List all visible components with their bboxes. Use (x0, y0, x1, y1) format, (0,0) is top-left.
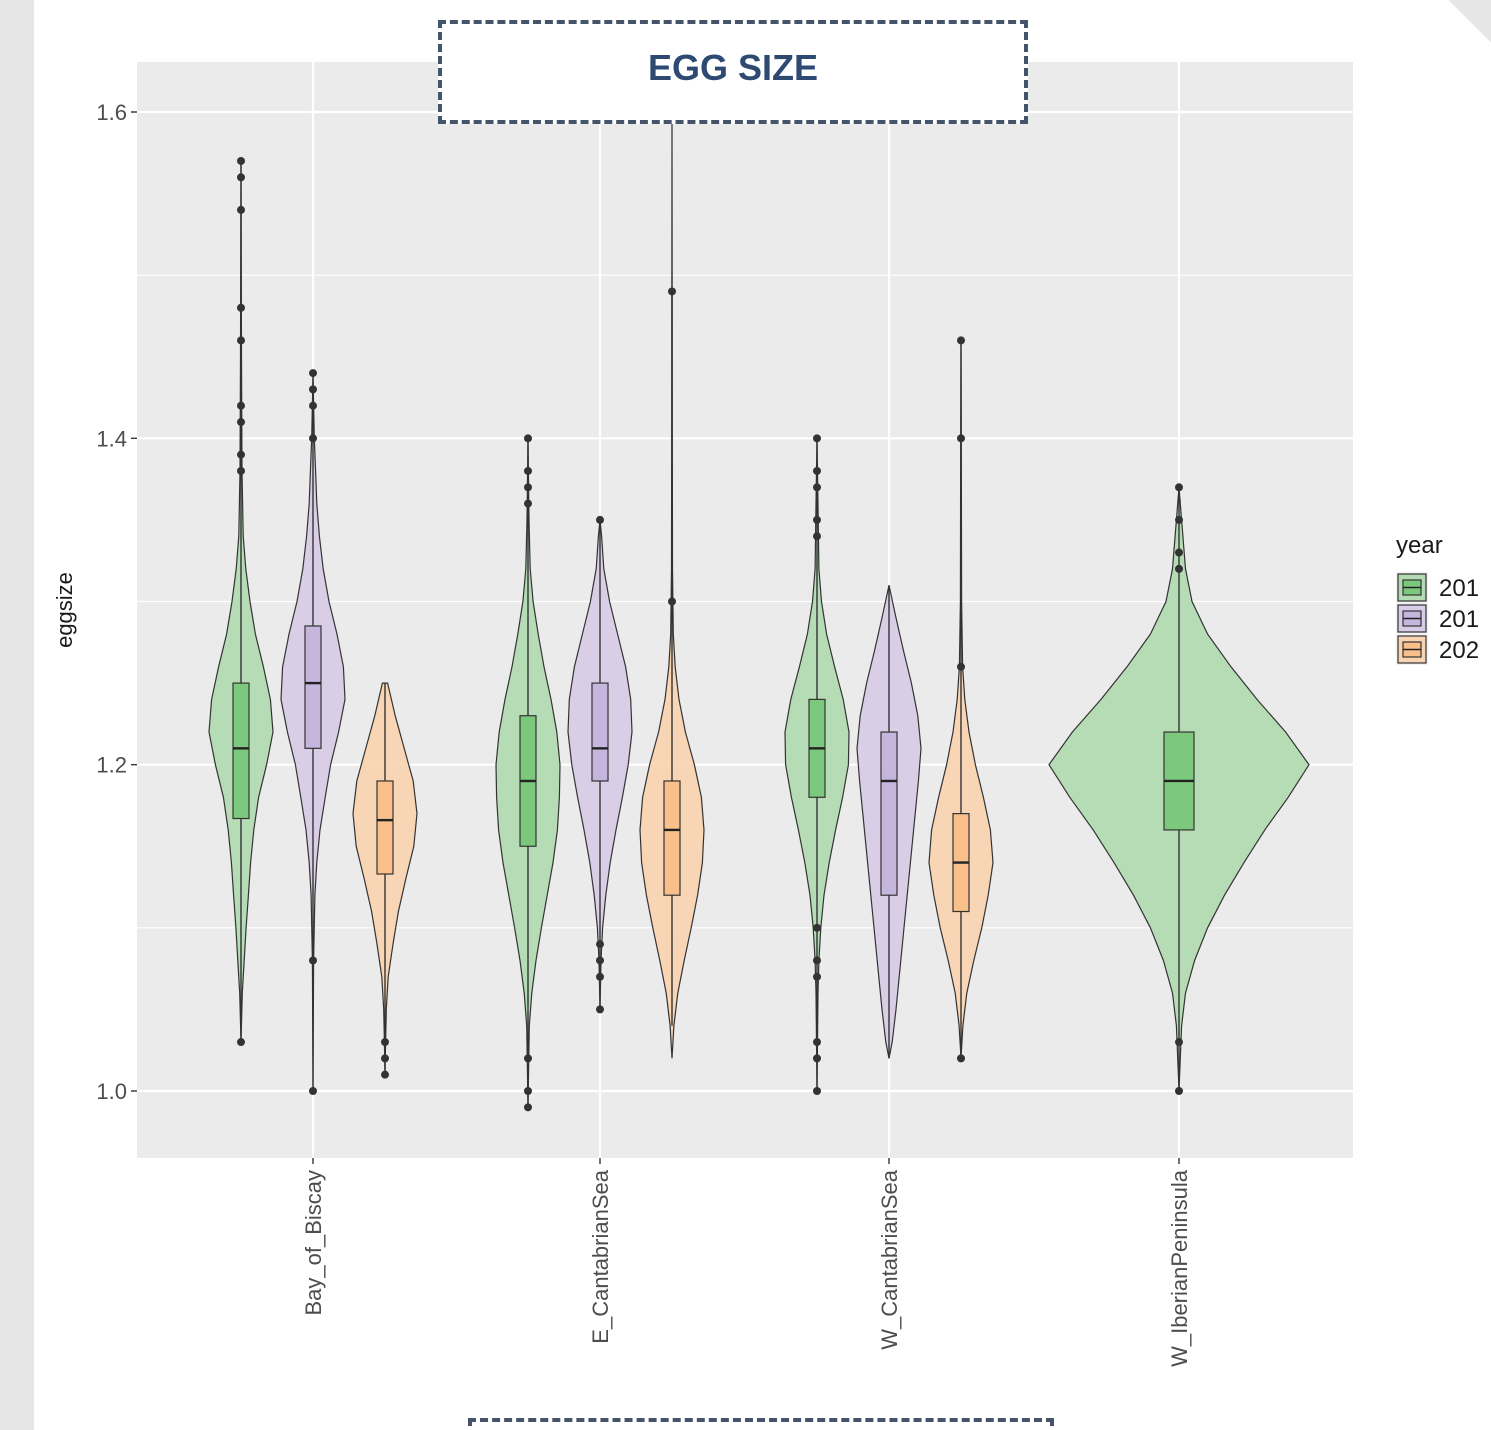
outlier-point (309, 385, 317, 394)
legend-key (1396, 603, 1428, 634)
legend-label: 201 (1439, 575, 1479, 602)
violin-group (208, 156, 274, 1047)
outlier-point (237, 466, 245, 475)
outlier-point (237, 156, 245, 165)
x-tick-label: E_CantabrianSea (588, 1169, 613, 1343)
outlier-point (309, 1087, 317, 1095)
violin-group (928, 336, 994, 1063)
slide-title: EGG SIZE (647, 47, 819, 88)
box (232, 682, 250, 820)
outlier-point (813, 483, 821, 492)
legend-label: 201 (1439, 606, 1479, 633)
outlier-point (237, 205, 245, 214)
violin-group (567, 515, 633, 1014)
outlier-point (596, 515, 604, 524)
bottom-text-box (468, 1418, 1054, 1430)
outlier-point (813, 923, 821, 932)
box (591, 682, 609, 782)
outlier-point (237, 173, 245, 182)
outlier-point (1175, 483, 1183, 492)
outlier-point (524, 434, 532, 443)
outlier-point (381, 1038, 389, 1047)
outlier-point (596, 1005, 604, 1014)
outlier-point (813, 972, 821, 981)
outlier-point (1175, 548, 1183, 557)
violin-group (856, 585, 922, 1059)
outlier-point (237, 401, 245, 410)
outlier-point (237, 303, 245, 312)
violins (208, 111, 1310, 1112)
legend-key (1396, 572, 1428, 603)
outlier-point (1175, 564, 1183, 573)
outlier-point (524, 1054, 532, 1063)
box (880, 731, 898, 896)
legend-label: 202 (1439, 637, 1479, 664)
outlier-point (957, 662, 965, 671)
legend-title: year (1396, 532, 1443, 559)
y-axis-label: eggsize (52, 572, 77, 648)
outlier-point (813, 515, 821, 524)
outlier-point (524, 466, 532, 475)
x-tick-label: W_IberianPeninsula (1167, 1169, 1192, 1367)
violin-group (352, 682, 418, 1079)
outlier-point (668, 287, 676, 296)
outlier-point (237, 418, 245, 427)
outlier-point (813, 1038, 821, 1047)
outlier-point (381, 1054, 389, 1063)
title-box: EGG SIZE (438, 20, 1028, 124)
outlier-point (237, 336, 245, 345)
outlier-point (524, 499, 532, 508)
legend: year 201 201 202 (1396, 532, 1479, 665)
outlier-point (309, 369, 317, 378)
y-tick-label: 1.4 (96, 426, 127, 451)
legend-key (1396, 634, 1428, 665)
violin-group (495, 434, 561, 1112)
axes: 1.0 1.2 1.4 1.6 Bay_of_Biscay E_CantabrianSea… (96, 100, 1192, 1367)
outlier-point (668, 597, 676, 606)
outlier-point (813, 532, 821, 541)
outlier-point (524, 483, 532, 492)
outlier-point (957, 434, 965, 443)
outlier-point (596, 940, 604, 949)
violin-group (639, 111, 705, 1059)
outlier-point (813, 1054, 821, 1063)
outlier-point (596, 956, 604, 965)
y-tick-label: 1.2 (96, 753, 127, 778)
outlier-point (957, 336, 965, 345)
violin-group (784, 434, 850, 1095)
box (304, 625, 322, 749)
outlier-point (237, 1038, 245, 1047)
outlier-point (309, 401, 317, 410)
panel-background (137, 62, 1353, 1158)
y-tick-label: 1.6 (96, 100, 127, 125)
outlier-point (1175, 1038, 1183, 1047)
violin-chart: 1.0 1.2 1.4 1.6 Bay_of_Biscay E_CantabrianSea… (52, 62, 1479, 1367)
outlier-point (813, 1087, 821, 1095)
outlier-point (813, 434, 821, 443)
slide: 1.0 1.2 1.4 1.6 Bay_of_Biscay E_CantabrianSea… (34, 0, 1491, 1430)
outlier-point (1175, 515, 1183, 524)
x-tick-label: Bay_of_Biscay (301, 1170, 326, 1316)
outlier-point (237, 450, 245, 459)
box (376, 780, 394, 875)
outlier-point (813, 466, 821, 475)
violin-group (1048, 483, 1310, 1095)
outlier-point (596, 972, 604, 981)
violin-group (280, 369, 346, 1095)
x-tick-label: W_CantabrianSea (877, 1169, 902, 1350)
outlier-point (309, 956, 317, 965)
outlier-point (309, 434, 317, 443)
outlier-point (1175, 1087, 1183, 1095)
y-tick-label: 1.0 (96, 1079, 127, 1104)
outlier-point (813, 956, 821, 965)
outlier-point (381, 1070, 389, 1079)
box (663, 780, 681, 896)
outlier-point (524, 1087, 532, 1095)
outlier-point (957, 1054, 965, 1063)
outlier-point (524, 1103, 532, 1112)
